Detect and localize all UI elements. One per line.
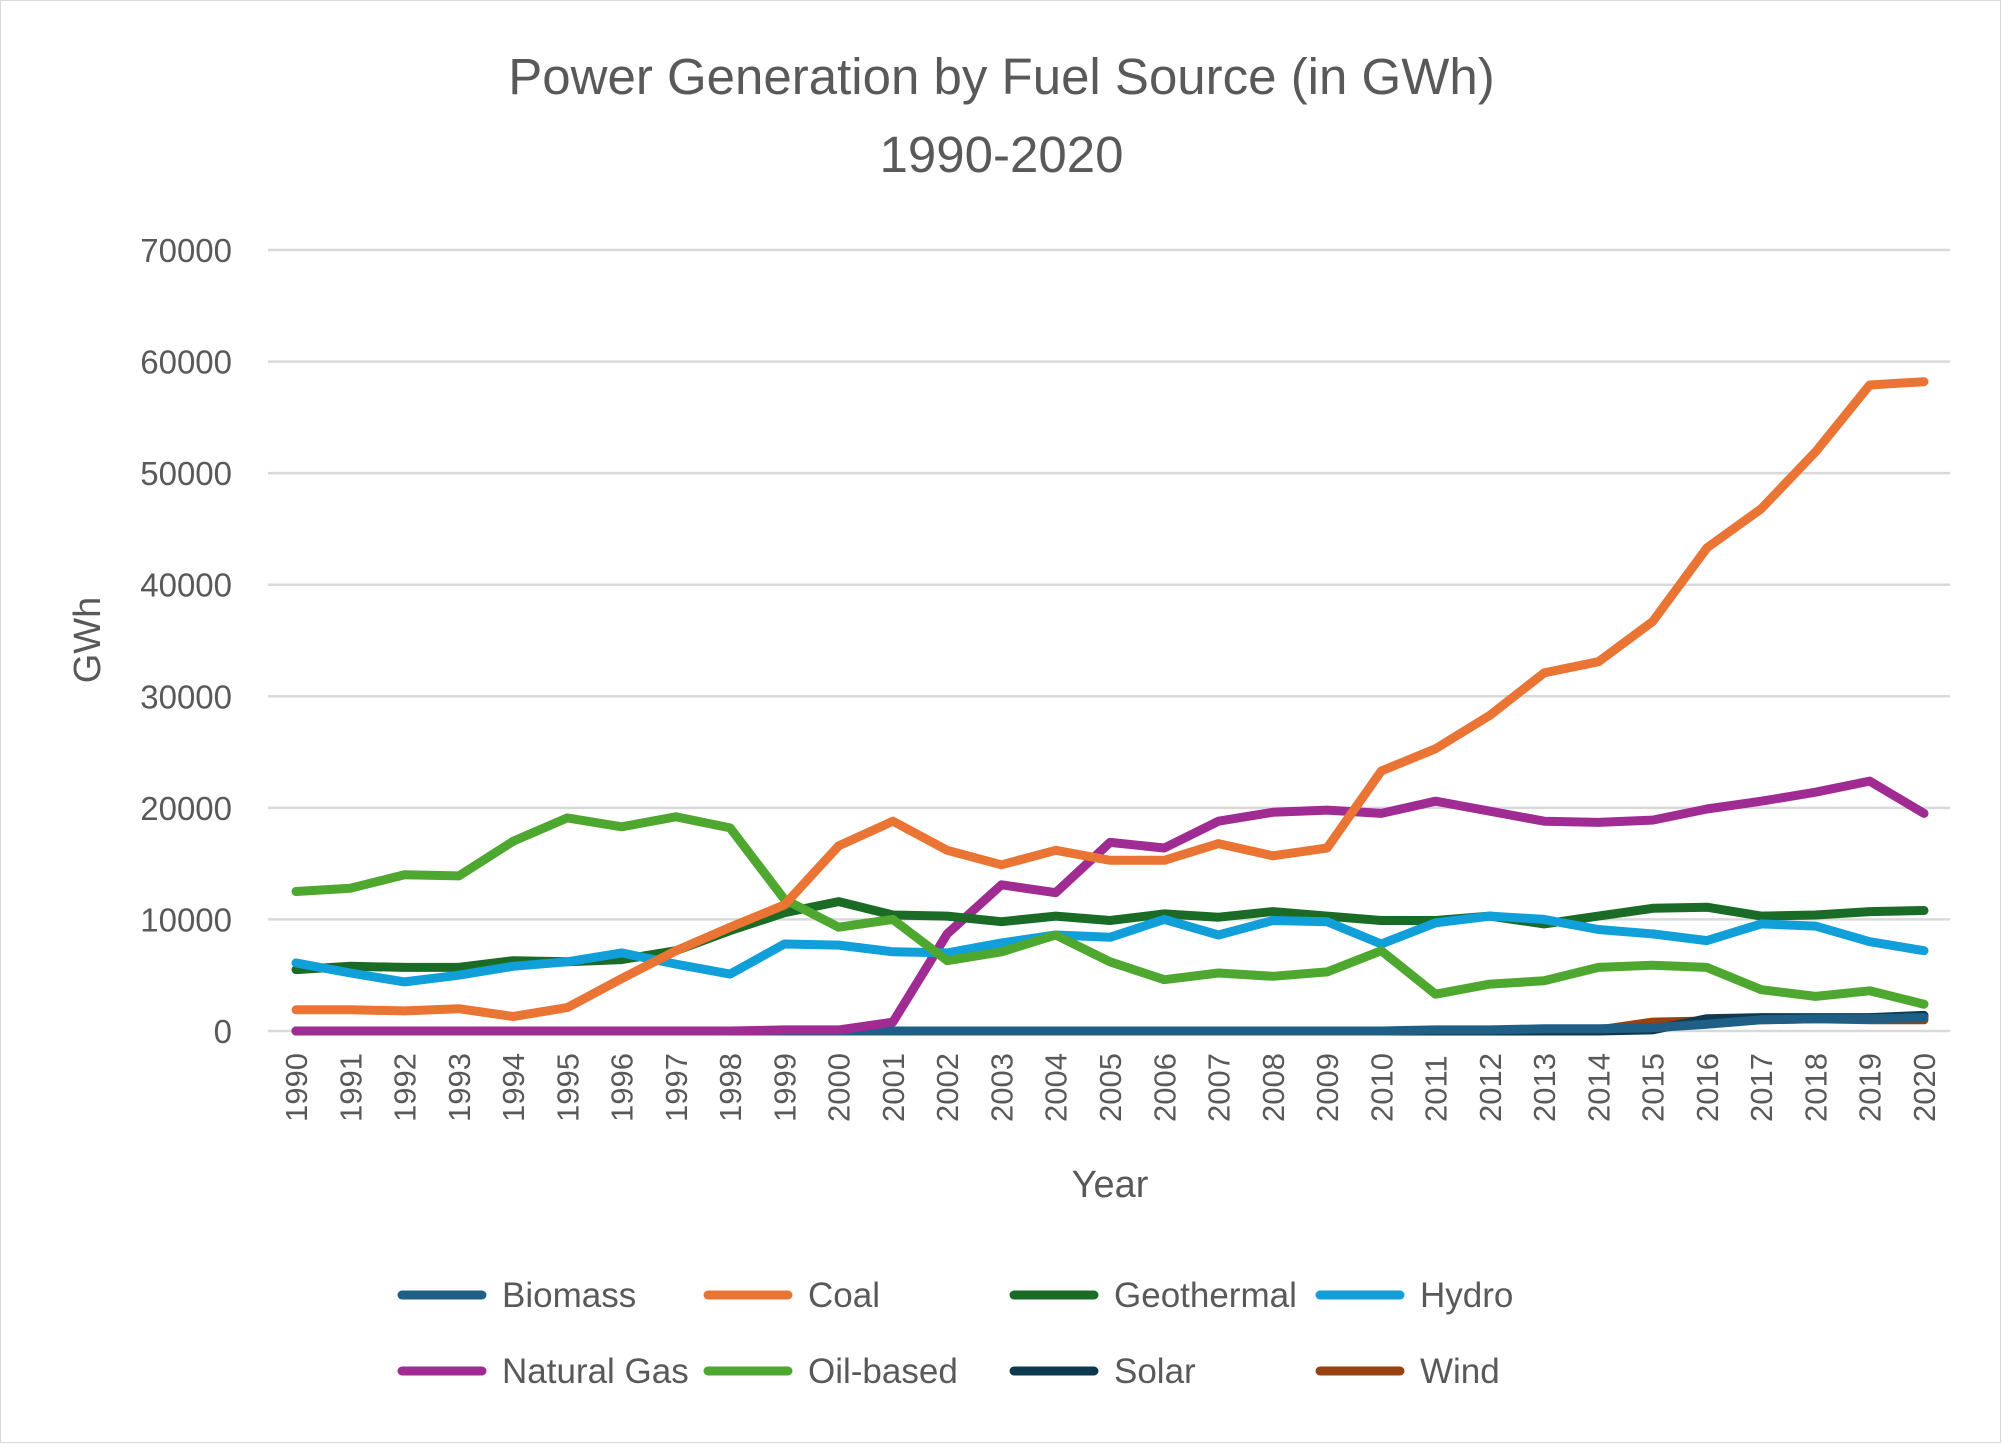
x-tick-label: 2007	[1202, 1053, 1237, 1122]
y-tick-label: 10000	[140, 901, 232, 938]
chart-subtitle: 1990-2020	[879, 126, 1124, 183]
legend-item: Wind	[1315, 1352, 1500, 1391]
legend: Biomass Coal Geothermal Hydro Natural Gas Oil…	[397, 1276, 1513, 1391]
y-tick-label: 50000	[140, 455, 232, 492]
x-tick-label: 2012	[1473, 1053, 1508, 1122]
x-axis-ticks: 1990 1991 1992 1993 1994 1995 1996 1997 1998 1999…	[279, 1053, 1942, 1122]
legend-item: Natural Gas	[397, 1352, 689, 1391]
x-tick-label: 2002	[930, 1053, 965, 1122]
y-axis-title: GWh	[67, 597, 109, 684]
x-tick-label: 1991	[333, 1053, 368, 1122]
legend-label: Solar	[1114, 1352, 1196, 1391]
legend-label: Oil-based	[808, 1352, 958, 1391]
x-tick-label: 2001	[876, 1053, 911, 1122]
x-tick-label: 1990	[279, 1053, 314, 1122]
x-tick-label: 2015	[1636, 1053, 1671, 1122]
x-axis-title: Year	[1072, 1164, 1149, 1206]
x-tick-label: 1995	[550, 1053, 585, 1122]
y-tick-label: 20000	[140, 790, 232, 827]
x-tick-label: 2014	[1581, 1053, 1616, 1122]
y-axis-ticks: 0 10000 20000 30000 40000 50000 60000 70000	[140, 232, 232, 1050]
series-lines	[291, 377, 1929, 1036]
x-tick-label: 2000	[822, 1053, 857, 1122]
legend-label: Natural Gas	[502, 1352, 689, 1391]
legend-item: Geothermal	[1009, 1276, 1297, 1315]
x-tick-label: 1992	[388, 1053, 423, 1122]
x-tick-label: 1996	[605, 1053, 640, 1122]
x-tick-label: 2004	[1039, 1053, 1074, 1122]
legend-item: Hydro	[1315, 1276, 1513, 1315]
x-tick-label: 2017	[1744, 1053, 1779, 1122]
x-tick-label: 2006	[1147, 1053, 1182, 1122]
legend-label: Hydro	[1420, 1276, 1513, 1315]
x-tick-label: 2005	[1093, 1053, 1128, 1122]
y-tick-label: 70000	[140, 232, 232, 269]
x-tick-label: 1994	[496, 1053, 531, 1122]
gridlines	[268, 248, 1950, 1033]
y-tick-label: 0	[214, 1013, 232, 1050]
chart-title: Power Generation by Fuel Source (in GWh)	[508, 48, 1495, 105]
series-line-natural-gas	[291, 776, 1929, 1036]
x-tick-label: 1993	[442, 1053, 477, 1122]
legend-item: Oil-based	[703, 1352, 958, 1391]
x-tick-label: 2011	[1419, 1055, 1454, 1122]
legend-item: Solar	[1009, 1352, 1196, 1391]
y-tick-label: 60000	[140, 344, 232, 381]
x-tick-label: 2009	[1310, 1053, 1345, 1122]
x-tick-label: 1997	[659, 1053, 694, 1122]
series-line-hydro	[291, 911, 1929, 987]
x-tick-label: 2018	[1798, 1053, 1833, 1122]
x-tick-label: 2003	[984, 1053, 1019, 1122]
x-tick-label: 2020	[1907, 1053, 1942, 1122]
x-tick-label: 2013	[1527, 1053, 1562, 1122]
x-tick-label: 2008	[1256, 1053, 1291, 1122]
series-line-coal	[291, 377, 1929, 1021]
series-line-oil-based	[291, 812, 1929, 1009]
legend-item: Biomass	[397, 1276, 636, 1315]
x-tick-label: 1999	[767, 1053, 802, 1122]
x-tick-label: 2016	[1690, 1053, 1725, 1122]
legend-item: Coal	[703, 1276, 880, 1315]
x-tick-label: 2010	[1364, 1053, 1399, 1122]
x-tick-label: 1998	[713, 1053, 748, 1122]
legend-label: Wind	[1420, 1352, 1500, 1391]
x-tick-label: 2019	[1853, 1053, 1888, 1122]
legend-label: Coal	[808, 1276, 880, 1315]
legend-label: Biomass	[502, 1276, 636, 1315]
y-tick-label: 40000	[140, 567, 232, 604]
y-tick-label: 30000	[140, 678, 232, 715]
legend-label: Geothermal	[1114, 1276, 1297, 1315]
